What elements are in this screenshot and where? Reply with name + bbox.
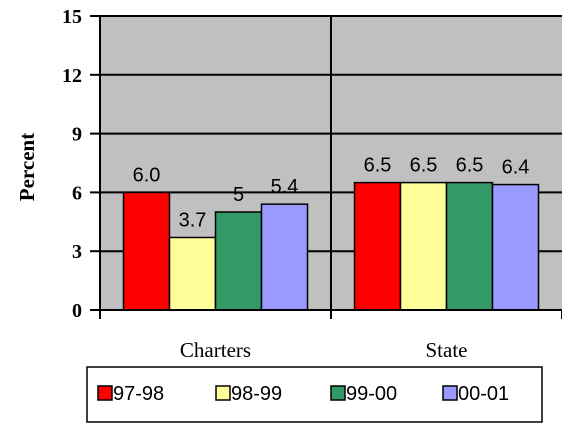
y-tick-label: 15 [62,6,82,28]
y-tick-label: 0 [72,300,82,322]
bar [122,191,171,311]
legend-label: 98-99 [231,383,282,405]
category-label: Charters [180,338,251,362]
x-ticks [99,310,562,319]
legend-swatch [442,385,458,401]
data-label: 5.4 [271,176,299,198]
y-tick-label: 3 [72,241,82,263]
legend-box [86,366,543,423]
y-ticks: 0 3 6 9 12 15 [62,6,100,322]
data-label: 6.5 [456,155,484,177]
legend-swatch [215,385,231,401]
legend-label: 00-01 [458,383,509,405]
data-label: 6.5 [410,155,438,177]
legend-label: 99-00 [346,383,397,405]
bar [491,183,540,311]
legend-swatch [97,385,113,401]
bar [168,236,217,311]
data-label: 6.4 [502,157,530,179]
data-label: 6.5 [364,155,392,177]
y-tick-label: 6 [72,182,82,204]
bar [214,211,263,311]
legend-label: 97-98 [113,383,164,405]
data-labels: 6.0 3.7 5 5.4 6.5 6.5 6.5 6.4 [133,155,530,232]
bars [122,181,540,311]
y-axis-label: Percent [15,133,39,201]
bar [260,203,309,311]
data-label: 6.0 [133,164,161,186]
legend: 97-98 98-99 99-00 00-01 [97,383,509,405]
bar [353,181,402,311]
legend-swatch [330,385,346,401]
y-tick-label: 9 [72,124,82,146]
category-label: State [426,338,468,362]
data-label: 3.7 [179,209,207,231]
category-labels: Charters State [180,338,468,362]
bar [399,181,448,311]
y-tick-label: 12 [62,65,82,87]
data-label: 5 [233,184,244,206]
bar [445,181,494,311]
